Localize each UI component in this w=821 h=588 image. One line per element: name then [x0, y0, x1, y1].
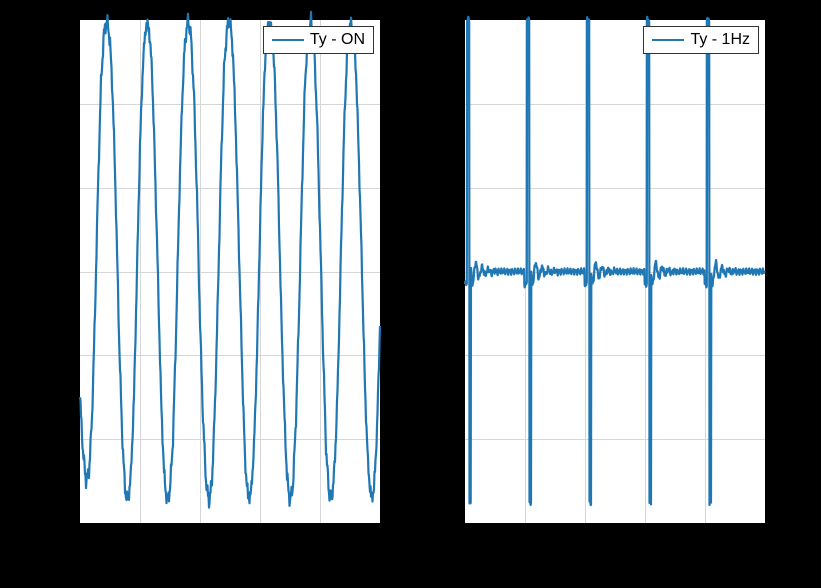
legend-right: Ty - 1Hz [643, 26, 759, 54]
legend-swatch [652, 39, 684, 41]
legend-swatch [272, 39, 304, 41]
trace-left [80, 20, 380, 523]
chart-panel-left: Ty - ON [78, 18, 382, 525]
trace-right [465, 20, 765, 523]
legend-label: Ty - 1Hz [690, 31, 750, 49]
legend-left: Ty - ON [263, 26, 374, 54]
legend-label: Ty - ON [310, 31, 365, 49]
chart-panel-right: Ty - 1Hz [463, 18, 767, 525]
